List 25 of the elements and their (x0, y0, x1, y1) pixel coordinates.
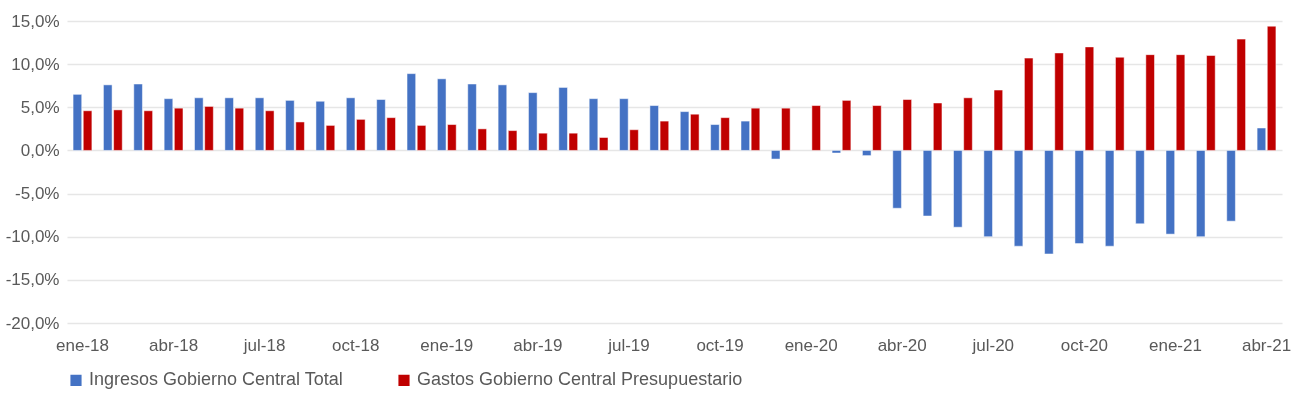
bar (811, 105, 821, 151)
x-tick-label: oct-20 (1060, 335, 1108, 355)
x-tick-label: oct-18 (332, 335, 380, 355)
x-tick-label: ene-21 (1148, 335, 1202, 355)
x-tick-label: ene-18 (56, 335, 109, 355)
y-tick-label: -10,0% (5, 227, 60, 247)
y-tick-label: 15,0% (11, 11, 60, 31)
x-tick-label: jul-19 (607, 335, 650, 355)
y-tick-label: -15,0% (5, 270, 60, 290)
y-tick-label: -20,0% (5, 313, 60, 333)
x-tick-label: ene-20 (784, 335, 838, 355)
x-tick-label: abr-19 (513, 335, 563, 355)
legend-label: Ingresos Gobierno Central Total (89, 369, 343, 390)
x-tick-label: oct-19 (696, 335, 744, 355)
x-tick-label: jul-18 (242, 335, 286, 355)
x-tick-label: abr-21 (1241, 335, 1292, 355)
x-tick-label: abr-18 (148, 335, 199, 355)
legend-label: Gastos Gobierno Central Presupuestario (417, 369, 743, 390)
x-tick-label: abr-20 (877, 335, 927, 355)
y-tick-label: -5,0% (15, 184, 60, 204)
x-tick-label: jul-20 (971, 335, 1015, 355)
y-tick-label: 10,0% (11, 54, 60, 74)
y-tick-label: 0,0% (20, 140, 60, 160)
y-tick-label: 5,0% (20, 97, 60, 117)
x-tick-label: ene-19 (420, 335, 474, 355)
